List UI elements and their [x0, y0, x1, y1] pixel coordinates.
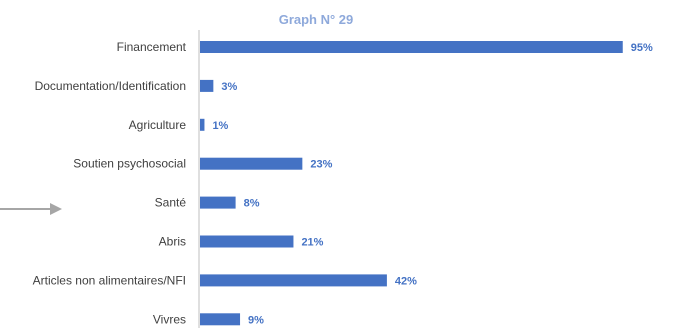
- bar: [200, 118, 205, 131]
- category-label: Financement: [117, 40, 187, 54]
- data-label: 9%: [248, 314, 264, 326]
- bar: [200, 235, 294, 248]
- bars: [200, 41, 623, 326]
- data-label: 1%: [212, 120, 228, 132]
- data-label: 21%: [301, 237, 323, 249]
- data-label: 8%: [244, 198, 260, 210]
- arrow-annotation: [0, 203, 62, 215]
- category-label: Soutien psychosocial: [73, 157, 186, 171]
- bar: [200, 41, 623, 53]
- bar: [200, 313, 241, 326]
- category-label: Documentation/Identification: [35, 79, 186, 93]
- data-label: 42%: [395, 275, 417, 287]
- category-label: Abris: [159, 235, 186, 249]
- data-label: 3%: [221, 81, 237, 93]
- category-label: Agriculture: [129, 118, 187, 132]
- bar: [200, 157, 303, 170]
- category-label: Articles non alimentaires/NFI: [33, 273, 186, 287]
- category-labels: Financement Documentation/Identification A…: [33, 40, 187, 326]
- data-labels: 95% 3% 1% 23% 8% 21% 42% 9%: [212, 42, 653, 326]
- bar: [200, 79, 214, 92]
- data-label: 95%: [631, 42, 653, 54]
- data-label: 23%: [310, 159, 332, 171]
- chart-title: Graph N° 29: [279, 12, 354, 27]
- category-label: Santé: [155, 196, 187, 210]
- bar: [200, 274, 387, 287]
- category-label: Vivres: [153, 312, 186, 326]
- bar: [200, 196, 236, 209]
